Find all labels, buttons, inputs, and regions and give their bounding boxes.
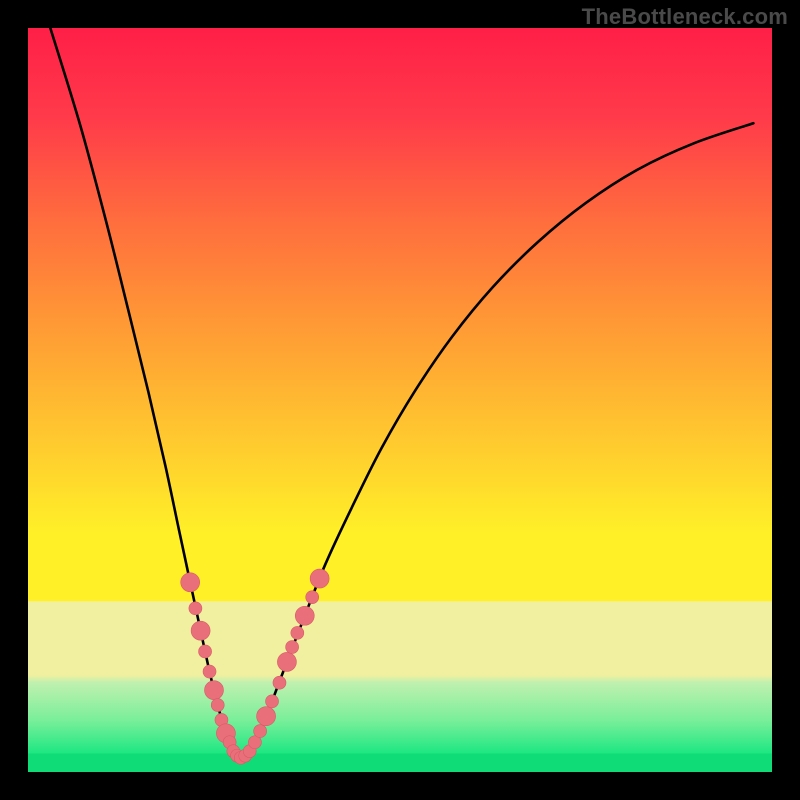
- chart-stage: TheBottleneck.com: [0, 0, 800, 800]
- gradient-background: [28, 28, 772, 772]
- watermark-text: TheBottleneck.com: [582, 4, 788, 30]
- plot-area: [28, 28, 772, 772]
